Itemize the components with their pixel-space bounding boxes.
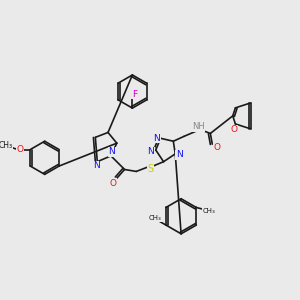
Text: N: N xyxy=(109,147,115,156)
Text: O: O xyxy=(214,142,221,152)
Text: F: F xyxy=(132,90,137,99)
Text: N: N xyxy=(148,147,154,156)
Text: O: O xyxy=(16,145,23,154)
Text: N: N xyxy=(93,161,100,170)
Text: NH: NH xyxy=(192,122,205,131)
Text: CH₃: CH₃ xyxy=(149,215,162,221)
Text: S: S xyxy=(148,164,154,175)
Text: O: O xyxy=(110,178,116,188)
Text: N: N xyxy=(153,134,160,143)
Text: CH₃: CH₃ xyxy=(202,208,215,214)
Text: CH₃: CH₃ xyxy=(0,141,13,150)
Text: N: N xyxy=(176,150,182,159)
Text: O: O xyxy=(231,125,238,134)
